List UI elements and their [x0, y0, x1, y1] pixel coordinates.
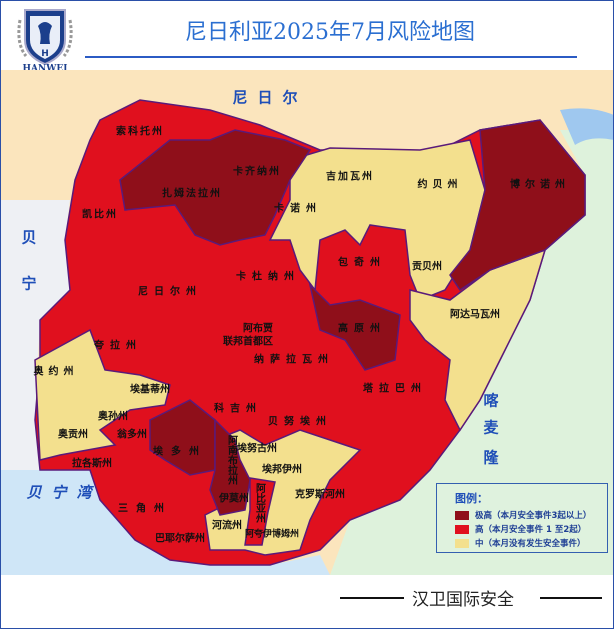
legend-item-medium: 中（本月没有发生安全事件） — [455, 537, 586, 549]
legend-item-high: 高（本月安全事件 1 至2起） — [455, 523, 586, 535]
state-lagos: 拉各斯州 — [72, 458, 112, 470]
medium-north — [268, 139, 486, 301]
state-rivers: 河流州 — [212, 520, 242, 532]
state-ekiti: 埃基蒂州 — [130, 384, 170, 396]
logo-text: HANWEI — [22, 64, 68, 74]
state-anambra: 阿南布拉州 — [225, 435, 237, 485]
state-ebonyi: 埃邦伊州 — [262, 464, 302, 476]
state-akwa-ibom: 阿夸伊博姆州 — [244, 529, 300, 540]
state-kebbi: 凯比州 — [82, 209, 118, 221]
state-kano: 卡诺州 — [274, 203, 322, 215]
high-abia — [244, 477, 276, 546]
state-benue: 贝努埃州 — [268, 416, 332, 428]
state-edo: 埃多州 — [153, 446, 207, 458]
state-nasarawa: 纳萨拉瓦州 — [254, 354, 334, 366]
state-abuja: 阿布贾 — [243, 323, 273, 335]
state-fct: 联邦首都区 — [223, 336, 273, 348]
state-kaduna: 卡杜纳州 — [236, 271, 300, 283]
state-katsina: 卡齐纳州 — [233, 166, 281, 178]
page-title: 尼日利亚2025年7月风险地图 — [185, 20, 475, 45]
state-gombe: 贡贝州 — [412, 261, 442, 273]
state-oyo: 奥约州 — [33, 366, 79, 378]
cameroon-territory — [330, 130, 614, 575]
state-zamfara: 扎姆法拉州 — [162, 188, 222, 200]
extreme-edo — [149, 399, 216, 476]
extreme-anambra-imo — [209, 418, 251, 516]
extreme-borno — [449, 119, 586, 292]
benin-territory — [0, 200, 70, 470]
state-bauchi: 包奇州 — [338, 257, 386, 269]
hanwei-logo: H — [17, 9, 73, 66]
legend-item-extreme: 极高（本月安全事件3起以上） — [455, 509, 591, 521]
legend-label-medium: 中（本月没有发生安全事件） — [475, 539, 586, 549]
country-cameroon-3: 隆 — [483, 448, 509, 467]
footer-rule-right — [540, 597, 602, 599]
state-sokoto: 索科托州 — [116, 126, 164, 138]
state-ondo: 翁多州 — [117, 429, 147, 441]
country-benin-2: 宁 — [21, 274, 47, 293]
footer: 汉卫国际安全 — [0, 575, 614, 629]
state-bayelsa: 巴耶尔萨州 — [155, 533, 205, 545]
state-kogi: 科吉州 — [214, 403, 262, 415]
country-benin-1: 贝 — [21, 228, 47, 247]
extreme-plateau — [308, 282, 401, 371]
country-niger: 尼日尔 — [232, 88, 308, 107]
state-kwara: 夸拉州 — [94, 340, 142, 352]
legend-swatch-medium — [455, 539, 469, 548]
svg-text:H: H — [41, 49, 49, 59]
state-cross-river: 克罗斯河州 — [295, 489, 345, 501]
state-niger: 尼日尔州 — [138, 286, 202, 298]
country-cameroon-1: 喀 — [483, 391, 509, 410]
state-taraba: 塔拉巴州 — [363, 383, 427, 395]
footer-rule-left — [340, 597, 404, 599]
state-delta: 三角州 — [118, 503, 172, 515]
title-underline — [85, 56, 577, 58]
header: H HANWEI 尼日利亚2025年7月风险地图 — [0, 0, 614, 74]
footer-brand: 汉卫国际安全 — [412, 590, 514, 610]
gulf-label: 贝宁湾 — [26, 483, 102, 502]
legend-label-extreme: 极高（本月安全事件3起以上） — [475, 511, 592, 521]
state-adamawa: 阿达马瓦州 — [450, 309, 500, 321]
state-borno: 博尔诺州 — [510, 179, 570, 191]
gulf-of-guinea — [0, 470, 330, 575]
country-cameroon-2: 麦 — [483, 418, 509, 437]
map-legend: 图例： 极高（本月安全事件3起以上） 高（本月安全事件 1 至2起） 中（本月没… — [436, 483, 608, 553]
extreme-northwest — [119, 129, 312, 246]
state-enugu: 埃努古州 — [237, 443, 277, 455]
legend-title: 图例： — [455, 492, 488, 505]
legend-swatch-extreme — [455, 511, 469, 520]
legend-swatch-high — [455, 525, 469, 534]
state-osun: 奥孙州 — [98, 411, 128, 423]
medium-southwest — [34, 328, 171, 461]
state-plateau: 高原州 — [338, 323, 386, 335]
lake-chad — [560, 108, 614, 145]
state-yobe: 约贝州 — [417, 179, 463, 191]
legend-label-high: 高（本月安全事件 1 至2起） — [475, 525, 587, 535]
state-jigawa: 吉加瓦州 — [326, 171, 374, 183]
state-imo: 伊莫州 — [219, 493, 249, 505]
state-ogun: 奥贡州 — [58, 429, 88, 441]
state-abia: 阿比亚州 — [253, 483, 265, 523]
